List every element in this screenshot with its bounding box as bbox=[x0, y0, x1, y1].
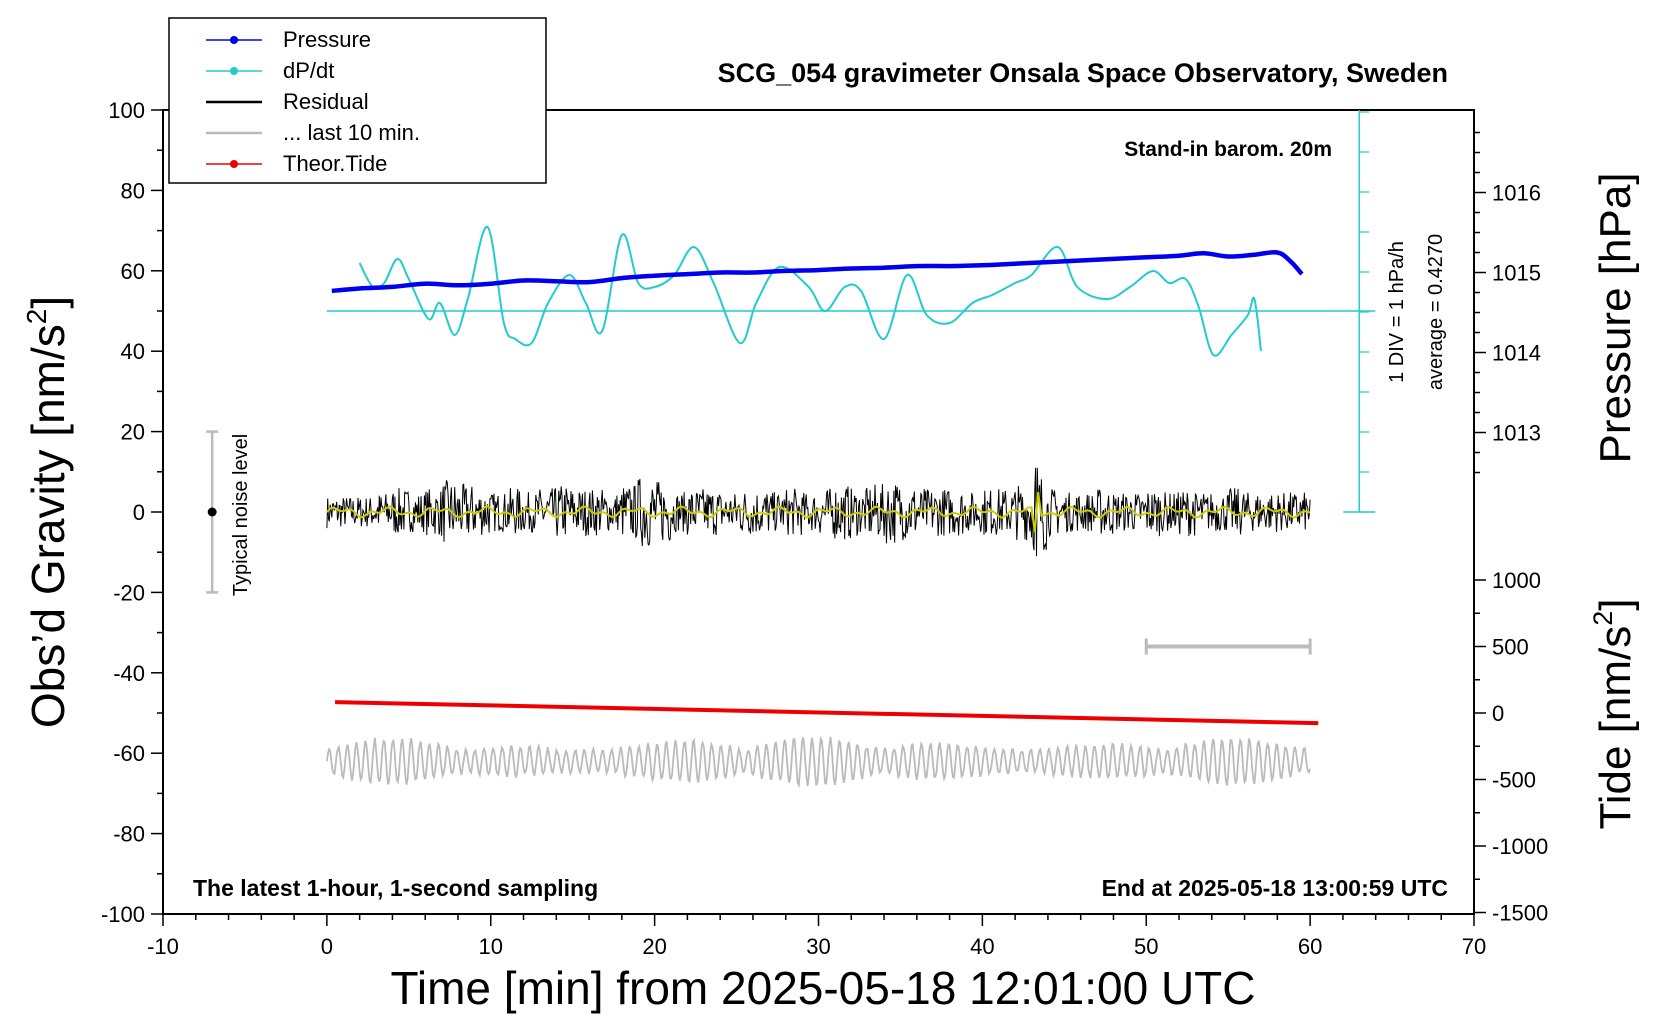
legend-entry: ... last 10 min. bbox=[206, 120, 420, 145]
series-layer bbox=[206, 110, 1376, 789]
pressure-tick-label: 1013 bbox=[1492, 421, 1541, 446]
residual-line bbox=[326, 467, 1311, 557]
dpdt-line bbox=[358, 225, 1262, 357]
y-tick-label-left: 0 bbox=[133, 500, 145, 525]
theor-tide-line bbox=[335, 700, 1319, 726]
tide-tick-label: -1000 bbox=[1492, 834, 1548, 859]
y-axis-tide-title-text: Tide [nm/s bbox=[1591, 626, 1640, 830]
y-tick-label-left: 20 bbox=[121, 420, 145, 445]
y-tick-label-left: -80 bbox=[113, 822, 145, 847]
axes-ticks: -10 0 10 20 30 40 50 60 70100806040200-20-40-60-… bbox=[101, 98, 1548, 959]
legend-label: Theor.Tide bbox=[283, 151, 387, 176]
legend-entry: Residual bbox=[206, 89, 369, 114]
y-tick-label-left: -40 bbox=[113, 661, 145, 686]
legend-label: dP/dt bbox=[283, 58, 334, 83]
y-axis-tide-title: Tide [nm/s2] bbox=[1588, 598, 1640, 829]
tide-tick-label: 1000 bbox=[1492, 568, 1541, 593]
y-axis-left-title-sup: 2 bbox=[21, 309, 52, 325]
tide-tick-label: -1500 bbox=[1492, 901, 1548, 926]
average-label: average = 0.4270 bbox=[1425, 234, 1447, 390]
svg-text:Obs’d Gravity [nm/s2]: Obs’d Gravity [nm/s2] bbox=[21, 296, 74, 728]
y-axis-left-title-text: Obs’d Gravity [nm/s bbox=[22, 324, 74, 728]
x-tick-label: 30 bbox=[806, 934, 830, 959]
x-tick-label: 40 bbox=[970, 934, 994, 959]
legend-label: Residual bbox=[283, 89, 369, 114]
legend-swatch-marker bbox=[230, 160, 238, 168]
y-tick-label-left: -20 bbox=[113, 580, 145, 605]
tide-tick-label: 0 bbox=[1492, 701, 1504, 726]
legend-box bbox=[168, 17, 547, 184]
y-axis-left-title-close: ] bbox=[22, 296, 74, 309]
x-tick-label: 50 bbox=[1134, 934, 1158, 959]
last-10-min-line bbox=[326, 735, 1311, 789]
y-tick-label-left: -60 bbox=[113, 741, 145, 766]
x-axis-title: Time [min] from 2025-05-18 12:01:00 UTC bbox=[391, 962, 1256, 1014]
y-axis-tide-title-close: ] bbox=[1591, 598, 1640, 610]
pressure-tick-label: 1015 bbox=[1492, 261, 1541, 286]
svg-text:Tide [nm/s2]: Tide [nm/s2] bbox=[1588, 598, 1640, 829]
barometer-note: Stand-in barom. 20m bbox=[1124, 138, 1332, 161]
x-tick-label: 20 bbox=[642, 934, 666, 959]
y-tick-label-left: 60 bbox=[121, 259, 145, 284]
legend-entry: Theor.Tide bbox=[206, 151, 387, 176]
legend-label: ... last 10 min. bbox=[283, 120, 420, 145]
legend-entries: Pressure dP/dt Residual ... last 10 min. The… bbox=[206, 27, 420, 176]
noise-level-point bbox=[207, 507, 217, 517]
y-tick-label-left: 40 bbox=[121, 339, 145, 364]
legend-entry: Pressure bbox=[206, 27, 371, 52]
legend: Pressure dP/dt Residual ... last 10 min. The… bbox=[168, 17, 547, 184]
y-tick-label-left: 100 bbox=[108, 98, 145, 123]
chart-title: SCG_054 gravimeter Onsala Space Observat… bbox=[718, 58, 1448, 88]
y-tick-label-left: 80 bbox=[121, 178, 145, 203]
x-tick-label: 0 bbox=[321, 934, 333, 959]
end-time-note: End at 2025-05-18 13:00:59 UTC bbox=[1102, 875, 1448, 901]
x-tick-label: 60 bbox=[1298, 934, 1322, 959]
sampling-note: The latest 1-hour, 1-second sampling bbox=[193, 875, 598, 901]
tide-tick-label: 500 bbox=[1492, 635, 1529, 660]
y-axis-left-title: Obs’d Gravity [nm/s2] bbox=[21, 296, 74, 728]
noise-level-label: Typical noise level bbox=[230, 434, 252, 596]
y-axis-tide-title-sup: 2 bbox=[1588, 611, 1618, 626]
y-axis-pressure-title: Pressure [hPa] bbox=[1591, 172, 1640, 463]
legend-swatch-marker bbox=[230, 36, 238, 44]
legend-entry: dP/dt bbox=[206, 58, 334, 83]
tide-tick-label: -500 bbox=[1492, 768, 1536, 793]
legend-label: Pressure bbox=[283, 27, 371, 52]
div-label: 1 DIV = 1 hPa/h bbox=[1386, 241, 1408, 383]
legend-swatch-marker bbox=[230, 67, 238, 75]
x-tick-label: 70 bbox=[1462, 934, 1486, 959]
residual-smooth-line bbox=[326, 491, 1311, 533]
pressure-line bbox=[331, 250, 1304, 294]
y-tick-label-left: -100 bbox=[101, 902, 145, 927]
x-tick-label: 10 bbox=[479, 934, 503, 959]
pressure-tick-label: 1014 bbox=[1492, 341, 1541, 366]
x-tick-label: -10 bbox=[147, 934, 179, 959]
pressure-tick-label: 1016 bbox=[1492, 181, 1541, 206]
